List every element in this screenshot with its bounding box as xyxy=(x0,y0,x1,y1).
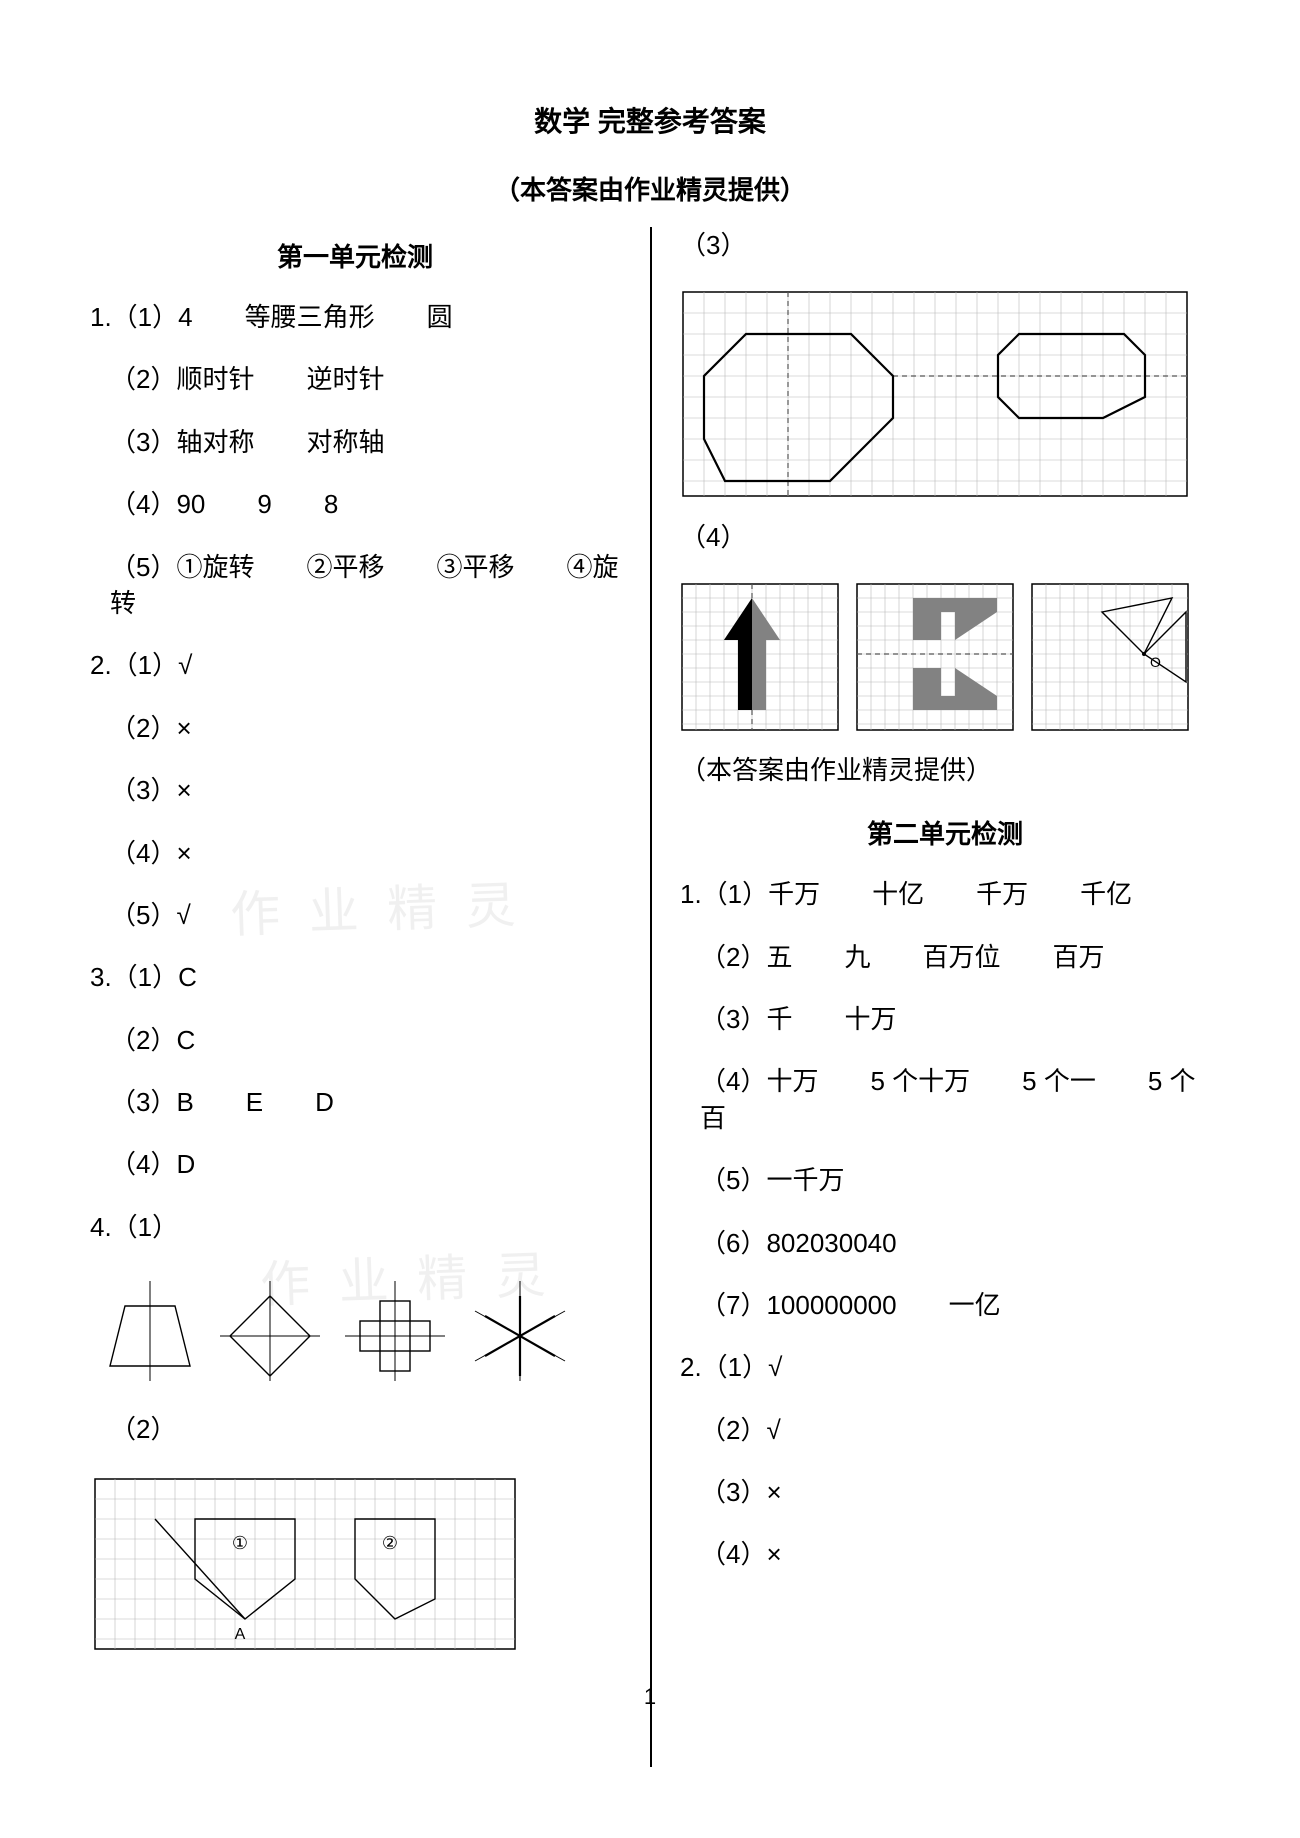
figure-4-2: ① A ② xyxy=(90,1474,620,1654)
answer-line: （2） xyxy=(90,1411,620,1447)
answer-line: （3）× xyxy=(680,1474,1210,1510)
answer-line: 4.（1） xyxy=(90,1209,620,1245)
column-divider xyxy=(650,227,652,1767)
answer-line: （4）90 9 8 xyxy=(90,486,620,522)
figure-4-4: O xyxy=(680,582,1210,732)
answer-line: （5）√ xyxy=(90,897,620,933)
svg-text:O: O xyxy=(1150,654,1161,670)
answer-line: 1.（1）千万 十亿 千万 千亿 xyxy=(680,876,1210,912)
answer-line: （3）B E D xyxy=(90,1084,620,1120)
answer-line: （2）√ xyxy=(680,1412,1210,1448)
unit2-title: 第二单元检测 xyxy=(680,814,1210,851)
unit1-title: 第一单元检测 xyxy=(90,237,620,274)
svg-text:②: ② xyxy=(382,1533,398,1553)
answer-line: （3）轴对称 对称轴 xyxy=(90,424,620,460)
answer-line: （4）十万 5 个十万 5 个一 5 个百 xyxy=(680,1063,1210,1136)
answer-line: 2.（1）√ xyxy=(680,1349,1210,1385)
answer-line: （2）× xyxy=(90,710,620,746)
answer-line: （5）①旋转 ②平移 ③平移 ④旋转 xyxy=(90,549,620,622)
answer-line: （6）802030040 xyxy=(680,1225,1210,1261)
answer-line: （3）× xyxy=(90,772,620,808)
answer-line: （4）× xyxy=(90,835,620,871)
main-title: 数学 完整参考答案 xyxy=(90,100,1210,140)
answer-line: （5）一千万 xyxy=(680,1162,1210,1198)
answer-line: 2.（1）√ xyxy=(90,647,620,683)
figure-4-3 xyxy=(680,289,1210,499)
answer-line: （4） xyxy=(680,519,1210,555)
svg-text:A: A xyxy=(235,1626,246,1643)
svg-text:①: ① xyxy=(232,1533,248,1553)
answer-line: （2）顺时针 逆时针 xyxy=(90,361,620,397)
answer-line: 1.（1）4 等腰三角形 圆 xyxy=(90,299,620,335)
answer-line: （3） xyxy=(680,227,1210,263)
right-column: （3） xyxy=(650,227,1210,1674)
page-header: 数学 完整参考答案 （本答案由作业精灵提供） xyxy=(90,100,1210,207)
figure-4-1 xyxy=(90,1271,620,1391)
answer-line: （4）D xyxy=(90,1146,620,1182)
two-column-layout: 第一单元检测 1.（1）4 等腰三角形 圆 （2）顺时针 逆时针 （3）轴对称 … xyxy=(90,227,1210,1674)
answer-line: （3）千 十万 xyxy=(680,1001,1210,1037)
answer-line: （7）100000000 一亿 xyxy=(680,1287,1210,1323)
answer-line: （4）× xyxy=(680,1536,1210,1572)
answer-line: 3.（1）C xyxy=(90,959,620,995)
answer-line: （2）五 九 百万位 百万 xyxy=(680,939,1210,975)
sub-title: （本答案由作业精灵提供） xyxy=(90,170,1210,207)
credit-line: （本答案由作业精灵提供） xyxy=(680,752,1210,788)
left-column: 第一单元检测 1.（1）4 等腰三角形 圆 （2）顺时针 逆时针 （3）轴对称 … xyxy=(90,227,650,1674)
answer-line: （2）C xyxy=(90,1022,620,1058)
